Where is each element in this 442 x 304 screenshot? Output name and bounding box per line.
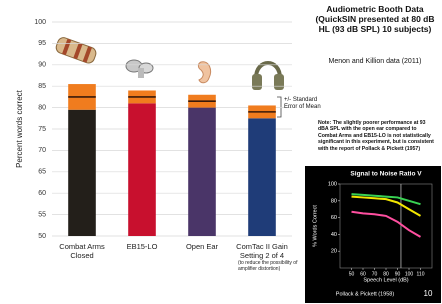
y-tick-label: 95 <box>38 40 46 47</box>
y-tick-label: 80 <box>331 198 337 204</box>
inset-source: Pollack & Pickett (1958) <box>336 291 395 297</box>
x-tick-label: ComTac II Gain Setting 2 of 4 <box>231 242 293 260</box>
y-tick-label: 60 <box>38 190 46 197</box>
y-tick-label: 55 <box>38 211 46 218</box>
bar <box>68 110 96 236</box>
x-axis-label: Speech Level (dB) <box>363 277 408 283</box>
y-tick-label: 60 <box>331 215 337 221</box>
bar <box>248 118 276 236</box>
note: Note: The slightly poorer performance at… <box>318 120 436 152</box>
x-tick-label: EB15-LO <box>111 242 173 251</box>
y-tick-label: 85 <box>38 83 46 90</box>
x-tick-label: 90 <box>395 271 401 277</box>
y-tick-label: 50 <box>38 233 46 240</box>
category-note: (to reduce the possibility of amplifier … <box>238 260 300 272</box>
y-tick-label: 75 <box>38 126 46 133</box>
y-tick-label: 100 <box>328 181 337 187</box>
y-tick-label: 100 <box>34 19 46 26</box>
x-tick-label: 110 <box>417 271 425 277</box>
product-images <box>55 36 284 90</box>
page-number: 10 <box>424 289 433 298</box>
x-tick-label: Open Ear <box>171 242 233 251</box>
y-tick-label: 90 <box>38 62 46 69</box>
y-tick-label: 40 <box>331 232 337 238</box>
x-tick-label: 80 <box>383 271 389 277</box>
slide: 10 50 55 60 65 70 75 80 85 90 95 100 Percent words c… <box>0 0 442 304</box>
data-source: Menon and Killion data (2011) <box>312 57 438 66</box>
x-tick-label: 50 <box>349 271 355 277</box>
y-tick-label: 20 <box>331 249 337 255</box>
annotation: +/- Standard Error of Mean <box>284 97 326 111</box>
slide-title: Audiometric Booth Data (QuickSIN present… <box>312 4 438 34</box>
x-tick-label: Combat Arms Closed <box>51 242 113 260</box>
bar <box>188 108 216 236</box>
y-tick-label: 65 <box>38 169 46 176</box>
y-axis-label: Percent words correct <box>15 89 24 168</box>
y-tick-label: 70 <box>38 147 46 154</box>
annotation-bracket <box>277 97 281 117</box>
x-tick-label: 100 <box>405 271 414 277</box>
x-tick-label: 60 <box>360 271 366 277</box>
y-tick-label: 80 <box>38 104 46 111</box>
y-axis-label: % Words Correct <box>312 205 318 247</box>
inset-title: Signal to Noise Ratio V <box>350 171 422 178</box>
x-tick-label: 70 <box>372 271 378 277</box>
bar <box>128 103 156 236</box>
